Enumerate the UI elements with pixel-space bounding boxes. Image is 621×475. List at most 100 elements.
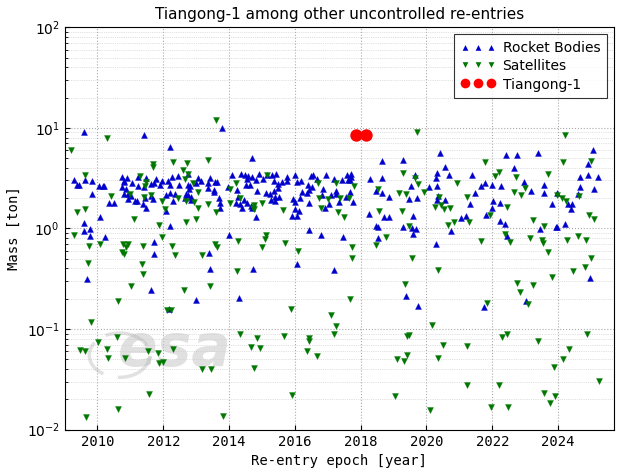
Point (581, 237, 591, 244)
Point (267, 171, 277, 179)
Point (157, 177, 167, 185)
Point (573, 232, 583, 239)
Point (329, 331, 339, 338)
Point (497, 333, 507, 341)
Point (252, 187, 262, 195)
Point (146, 180, 156, 187)
Title: Tiangong-1 among other uncontrolled re-entries: Tiangong-1 among other uncontrolled re-e… (155, 7, 524, 22)
Point (323, 195, 333, 203)
Point (196, 177, 206, 185)
Point (247, 204, 257, 212)
Point (297, 189, 307, 196)
Point (540, 181, 550, 189)
Point (79, 129, 89, 136)
Point (500, 220, 510, 228)
Point (236, 170, 246, 178)
Point (404, 195, 414, 203)
Point (321, 171, 331, 179)
Point (553, 223, 563, 231)
Point (73, 208, 83, 216)
Point (573, 190, 583, 198)
Point (95, 213, 105, 220)
Point (560, 131, 569, 139)
Point (155, 181, 165, 189)
Point (397, 208, 407, 215)
Point (434, 194, 444, 201)
Point (347, 254, 356, 262)
Point (119, 177, 129, 185)
Point (232, 267, 242, 275)
Point (502, 203, 512, 211)
Point (543, 170, 553, 178)
Point (165, 222, 175, 229)
Point (251, 213, 261, 221)
Point (183, 171, 193, 178)
Point (163, 177, 173, 185)
Point (390, 392, 400, 399)
Point (173, 173, 183, 180)
Point (324, 200, 333, 208)
Point (125, 190, 135, 198)
Point (411, 225, 421, 233)
Point (112, 333, 122, 341)
Point (158, 358, 168, 366)
Point (183, 170, 193, 178)
Point (449, 218, 459, 226)
Point (258, 199, 268, 207)
Point (401, 292, 411, 299)
Point (140, 194, 150, 202)
Point (304, 199, 314, 207)
Point (232, 186, 242, 194)
Point (502, 330, 512, 338)
Point (211, 209, 221, 216)
X-axis label: Re-entry epoch [year]: Re-entry epoch [year] (252, 454, 427, 468)
Point (464, 218, 474, 225)
Point (584, 171, 594, 179)
Point (210, 178, 220, 185)
Point (317, 191, 327, 199)
Point (292, 212, 302, 219)
Point (431, 240, 441, 247)
Point (374, 207, 384, 215)
Point (269, 177, 279, 185)
Legend: Rocket Bodies, Satellites, Tiangong-1: Rocket Bodies, Satellites, Tiangong-1 (454, 34, 607, 98)
Point (261, 231, 271, 239)
Point (326, 312, 336, 319)
Point (129, 215, 138, 223)
Point (146, 192, 156, 200)
Point (399, 358, 409, 365)
Point (320, 205, 330, 212)
Point (246, 343, 256, 351)
Point (432, 182, 442, 190)
Point (412, 129, 422, 136)
Point (326, 191, 336, 199)
Point (314, 194, 324, 202)
Point (436, 201, 446, 209)
Point (377, 157, 387, 165)
Point (560, 220, 570, 228)
Point (440, 196, 450, 204)
Text: esa: esa (117, 321, 231, 378)
Point (494, 169, 504, 176)
Point (337, 176, 347, 184)
Point (413, 180, 423, 188)
Point (528, 217, 538, 224)
Point (79, 171, 89, 179)
Point (119, 179, 129, 186)
Point (179, 194, 189, 201)
Point (589, 215, 599, 223)
Point (593, 173, 603, 181)
Point (377, 189, 387, 197)
Point (480, 179, 490, 187)
Point (191, 215, 201, 222)
Point (552, 191, 562, 199)
Point (394, 190, 404, 197)
Point (331, 187, 341, 195)
Point (425, 406, 435, 414)
Point (127, 179, 137, 186)
Point (245, 181, 255, 189)
Point (312, 352, 322, 360)
Point (378, 174, 388, 182)
Point (462, 381, 472, 389)
Point (334, 198, 344, 206)
